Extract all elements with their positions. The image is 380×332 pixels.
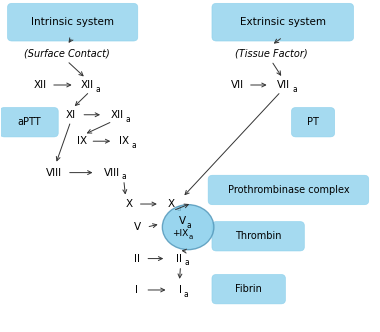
Text: (Tissue Factor): (Tissue Factor) [235, 48, 308, 58]
Text: a: a [187, 221, 192, 230]
Text: a: a [122, 172, 127, 181]
Text: X: X [126, 199, 133, 209]
FancyBboxPatch shape [212, 3, 353, 41]
Text: Thrombin: Thrombin [235, 231, 282, 241]
Text: XI: XI [66, 110, 76, 120]
FancyBboxPatch shape [208, 175, 369, 205]
Text: Prothrombinase complex: Prothrombinase complex [228, 185, 349, 195]
Text: VII: VII [277, 80, 290, 90]
Text: I: I [179, 285, 182, 295]
Circle shape [162, 205, 214, 250]
Text: XII: XII [80, 80, 93, 90]
Text: II: II [176, 254, 182, 264]
Text: IX: IX [77, 136, 87, 146]
Text: a: a [184, 258, 189, 267]
Text: IX: IX [119, 136, 130, 146]
Text: Fibrin: Fibrin [235, 284, 262, 294]
Text: a: a [177, 204, 182, 213]
FancyBboxPatch shape [291, 108, 335, 137]
Text: Intrinsic system: Intrinsic system [31, 17, 114, 27]
Text: II: II [134, 254, 140, 264]
Text: X: X [168, 199, 175, 209]
Text: I: I [136, 285, 138, 295]
FancyBboxPatch shape [212, 275, 285, 304]
FancyBboxPatch shape [212, 221, 304, 251]
Text: XII: XII [34, 80, 47, 90]
Text: a: a [292, 85, 297, 94]
Text: a: a [131, 141, 136, 150]
Text: a: a [95, 85, 100, 94]
FancyBboxPatch shape [8, 3, 138, 41]
Text: VIII: VIII [104, 168, 120, 178]
Text: aPTT: aPTT [17, 117, 41, 127]
Text: PT: PT [307, 117, 319, 127]
FancyBboxPatch shape [0, 108, 58, 137]
Text: +IX: +IX [172, 229, 188, 238]
Text: a: a [126, 115, 130, 124]
Text: XII: XII [111, 110, 124, 120]
Text: V: V [179, 216, 186, 226]
Text: VIII: VIII [46, 168, 62, 178]
Text: a: a [184, 290, 188, 299]
Text: V: V [133, 222, 141, 232]
Text: a: a [188, 234, 193, 240]
Text: VII: VII [231, 80, 244, 90]
Text: (Surface Contact): (Surface Contact) [24, 48, 110, 58]
Text: Extrinsic system: Extrinsic system [240, 17, 326, 27]
